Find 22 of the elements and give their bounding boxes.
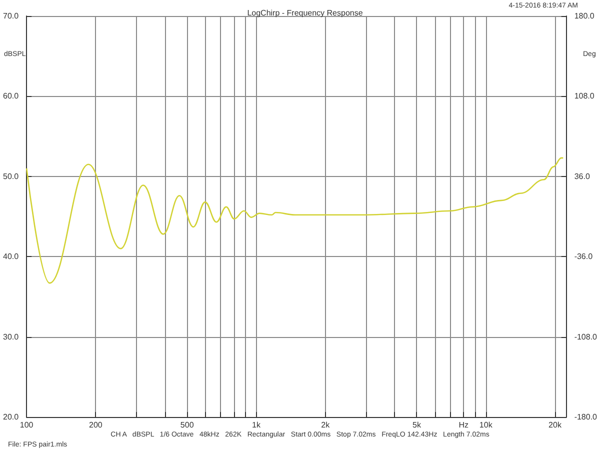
y2-tick-label: 180.0 — [574, 12, 595, 20]
x-tick-label: 20k — [548, 420, 562, 430]
y-tick-label: 30.0 — [2, 332, 20, 342]
x-tick-label: 500 — [180, 420, 194, 430]
y-tick-label: 60.0 — [2, 92, 20, 101]
y2-tick-label: -108.0 — [574, 332, 598, 342]
y-tick-label: 40.0 — [2, 252, 20, 262]
y2-tick-label: 36.0 — [574, 172, 590, 181]
y2-tick-label: -180.0 — [574, 412, 598, 422]
y-tick-label: 50.0 — [2, 172, 20, 181]
x-tick-label: 5k — [412, 420, 422, 430]
y-tick-label: 70.0 — [2, 12, 20, 20]
y2-tick-label: 108.0 — [574, 92, 595, 101]
y-tick-label: 20.0 — [2, 412, 20, 422]
x-tick-label: 2k — [321, 420, 331, 430]
y2-tick-label: -36.0 — [574, 252, 594, 262]
x-tick-label: 200 — [89, 420, 103, 430]
x-tick-label: 10k — [479, 420, 494, 430]
x-tick-label: Hz — [458, 420, 469, 430]
x-tick-label: 1k — [252, 420, 262, 430]
x-tick-label: 100 — [20, 420, 34, 430]
chart-title: LogChirp - Frequency Response — [247, 8, 364, 18]
